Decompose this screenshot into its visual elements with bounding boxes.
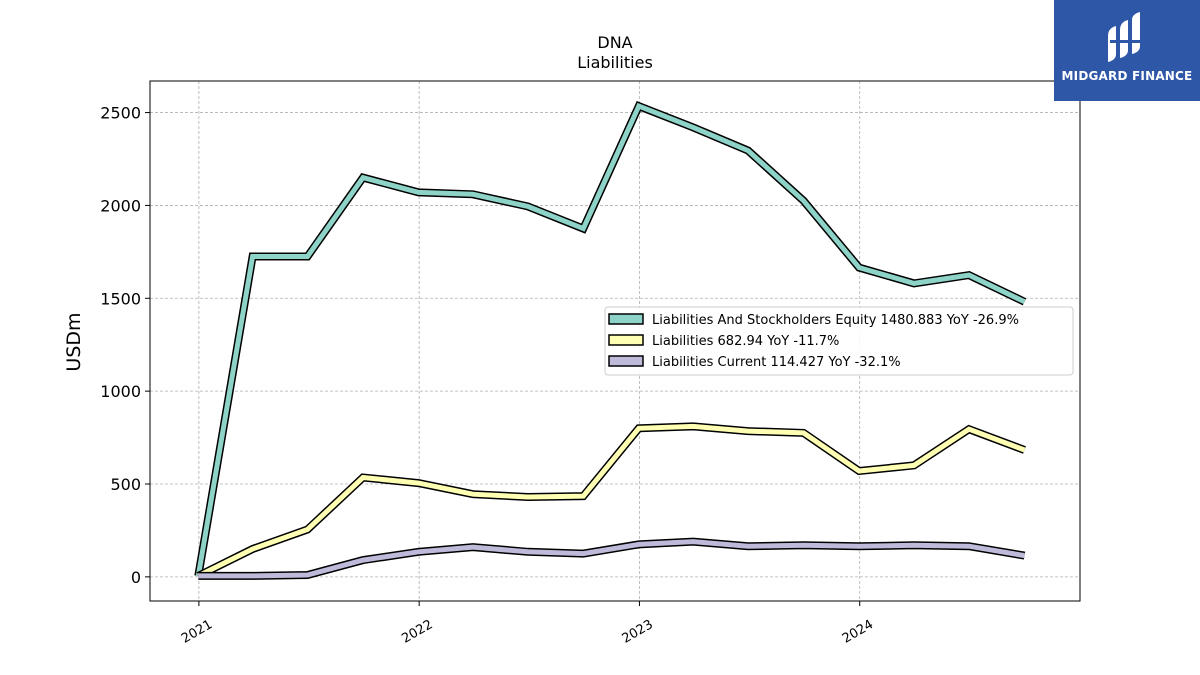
series-core [195,102,1026,577]
series-line-2 [198,537,1026,580]
legend-item-1: Liabilities 682.94 YoY -11.7% [608,334,839,349]
chart-subtitle: Liabilities [577,53,653,72]
x-tick-label: 2024 [840,617,876,647]
y-tick-label: 1000 [100,382,141,401]
legend-item-2: Liabilities Current 114.427 YoY -32.1% [608,355,901,370]
y-tick-label: 1500 [100,289,141,308]
legend-swatch [608,313,644,325]
plot-area-frame [149,80,1081,602]
y-tick-label: 2500 [100,104,141,123]
y-tick-label: 500 [110,475,141,494]
legend-swatch [608,334,644,346]
legend-box [604,306,1074,376]
series-core [197,423,1026,579]
legend: Liabilities And Stockholders Equity 1480… [604,306,1074,376]
y-tick-label: 2000 [100,196,141,215]
x-tick-label: 2022 [399,617,435,647]
series-layer [194,100,1027,580]
chart-title: DNA [597,33,632,52]
x-tick-label: 2021 [179,617,215,647]
legend-label: Liabilities And Stockholders Equity 1480… [652,313,1019,328]
y-tick-label: 0 [131,568,141,587]
midgard-logo-icon [1108,12,1140,62]
legend-swatch [608,355,644,367]
legend-item-0: Liabilities And Stockholders Equity 1480… [608,313,1019,328]
series-line-0 [194,100,1027,577]
series-outline [196,422,1026,580]
series-core [198,539,1025,579]
series-line-1 [196,422,1026,580]
midgard-finance-logo: MIDGARD FINANCE [1054,0,1200,101]
legend-label: Liabilities 682.94 YoY -11.7% [652,334,839,349]
y-axis-label: USDm [63,312,85,371]
logo-text: MIDGARD FINANCE [1061,69,1193,83]
legend-label: Liabilities Current 114.427 YoY -32.1% [652,355,901,370]
x-axis: 2021 2022 2023 2024 [179,601,876,647]
x-tick-label: 2023 [620,617,656,647]
y-axis: 0 500 1000 1500 2000 2500 [100,104,150,587]
